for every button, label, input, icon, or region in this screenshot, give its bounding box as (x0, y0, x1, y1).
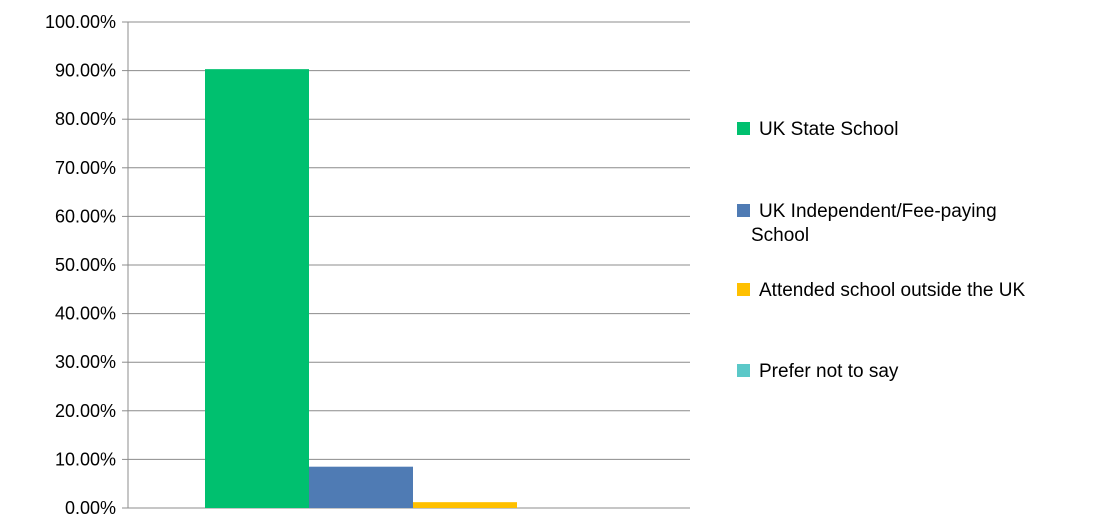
legend-item: Prefer not to say (737, 361, 899, 382)
y-tick-label: 60.00% (55, 206, 116, 226)
legend-swatch (737, 204, 750, 217)
y-axis-tick-labels: 0.00% 10.00% 20.00% 30.00% 40.00% 50.00% 60.00… (45, 12, 116, 518)
legend-swatch (737, 122, 750, 135)
legend: UK State School UK Independent/Fee-paying… (737, 119, 1026, 382)
legend-item: Attended school outside the UK (737, 280, 1026, 301)
legend-label: Attended school outside the UK (759, 280, 1026, 301)
legend-swatch (737, 364, 750, 377)
legend-label: Prefer not to say (759, 361, 899, 382)
y-tick-label: 10.00% (55, 449, 116, 469)
y-tick-label: 40.00% (55, 304, 116, 324)
y-tick-label: 30.00% (55, 352, 116, 372)
legend-label: UK State School (759, 119, 898, 140)
y-tick-label: 20.00% (55, 401, 116, 421)
y-tick-label: 90.00% (55, 61, 116, 81)
legend-item: UK Independent/Fee-paying School (737, 201, 997, 246)
bar-uk-independent-fee-paying-school (309, 466, 413, 508)
bar-uk-state-school (205, 69, 309, 508)
legend-item: UK State School (737, 119, 898, 140)
bars (205, 69, 517, 508)
legend-swatch (737, 283, 750, 296)
y-tick-label: 80.00% (55, 109, 116, 129)
bar-attended-school-outside-the-uk (413, 502, 517, 508)
legend-label: UK Independent/Fee-paying School (751, 201, 997, 246)
y-tick-label: 100.00% (45, 12, 116, 32)
y-tick-label: 70.00% (55, 158, 116, 178)
y-tick-label: 50.00% (55, 255, 116, 275)
y-tick-label: 0.00% (65, 498, 116, 518)
axes (122, 21, 129, 509)
